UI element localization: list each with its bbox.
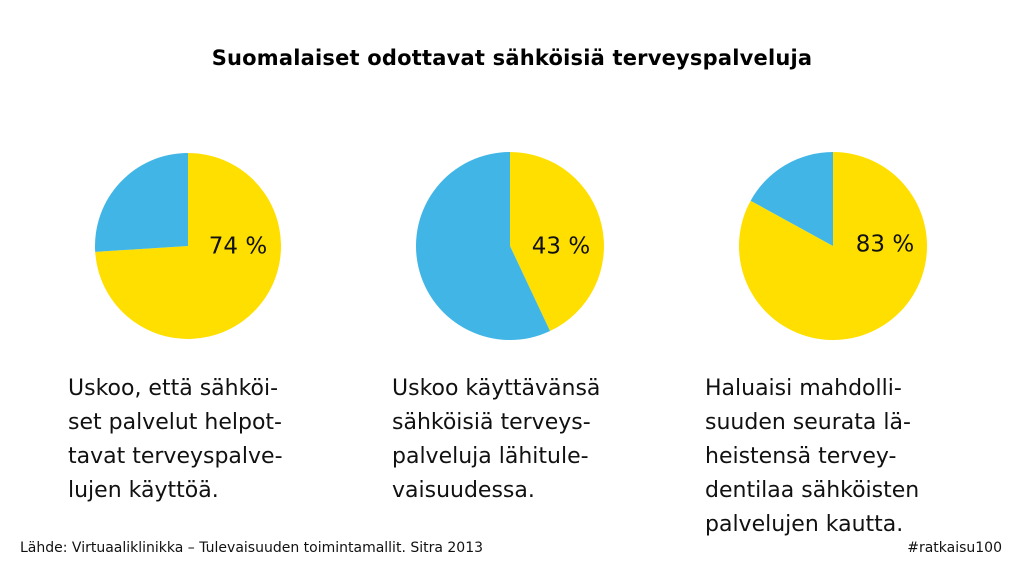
source-note: Lähde: Virtuaaliklinikka – Tulevaisuuden… bbox=[20, 540, 484, 556]
caption-2: Uskoo käyttävänsä sähköisiä terveys-palve… bbox=[392, 372, 682, 508]
hashtag: #ratkaisu100 bbox=[907, 540, 1002, 556]
caption-1-line-2: set palvelut helpot- bbox=[68, 410, 282, 435]
caption-1: Uskoo, että sähköi-set palvelut helpot-t… bbox=[68, 372, 358, 508]
pie-2-slice-2 bbox=[415, 152, 551, 340]
caption-3: Haluaisi mahdolli-suuden seurata lä-heis… bbox=[705, 372, 995, 542]
pie-3-slice-2 bbox=[750, 152, 833, 246]
caption-2-line-2: sähköisiä terveys- bbox=[392, 410, 591, 435]
pie-3-label: 83 % bbox=[856, 232, 914, 258]
caption-3-line-5: palvelujen kautta. bbox=[705, 512, 904, 537]
caption-3-line-4: dentilaa sähköisten bbox=[705, 478, 920, 503]
caption-2-line-1: Uskoo käyttävänsä bbox=[392, 376, 601, 401]
pie-1-slice-1 bbox=[95, 153, 281, 340]
pie-chart-1: 74 % bbox=[94, 152, 281, 340]
caption-2-line-4: vaisuudessa. bbox=[392, 478, 535, 503]
pie-2-label: 43 % bbox=[532, 234, 590, 260]
chart-title: Suomalaiset odottavat sähköisiä terveysp… bbox=[211, 46, 813, 70]
caption-2-line-3: palveluja lähitule- bbox=[392, 444, 589, 469]
pie-3-slice-1 bbox=[739, 152, 928, 340]
pie-chart-3: 83 % bbox=[739, 152, 928, 340]
caption-1-line-4: lujen käyttöä. bbox=[68, 478, 219, 503]
caption-1-line-3: tavat terveyspalve- bbox=[68, 444, 283, 469]
pie-1-label: 74 % bbox=[209, 234, 267, 260]
caption-3-line-1: Haluaisi mahdolli- bbox=[705, 376, 902, 401]
pie-2-slice-1 bbox=[510, 152, 604, 332]
pie-chart-2: 43 % bbox=[415, 152, 604, 340]
caption-3-line-3: heistensä tervey- bbox=[705, 444, 897, 469]
pie-1-slice-2 bbox=[94, 152, 188, 252]
caption-1-line-1: Uskoo, että sähköi- bbox=[68, 376, 279, 401]
caption-3-line-2: suuden seurata lä- bbox=[705, 410, 911, 435]
